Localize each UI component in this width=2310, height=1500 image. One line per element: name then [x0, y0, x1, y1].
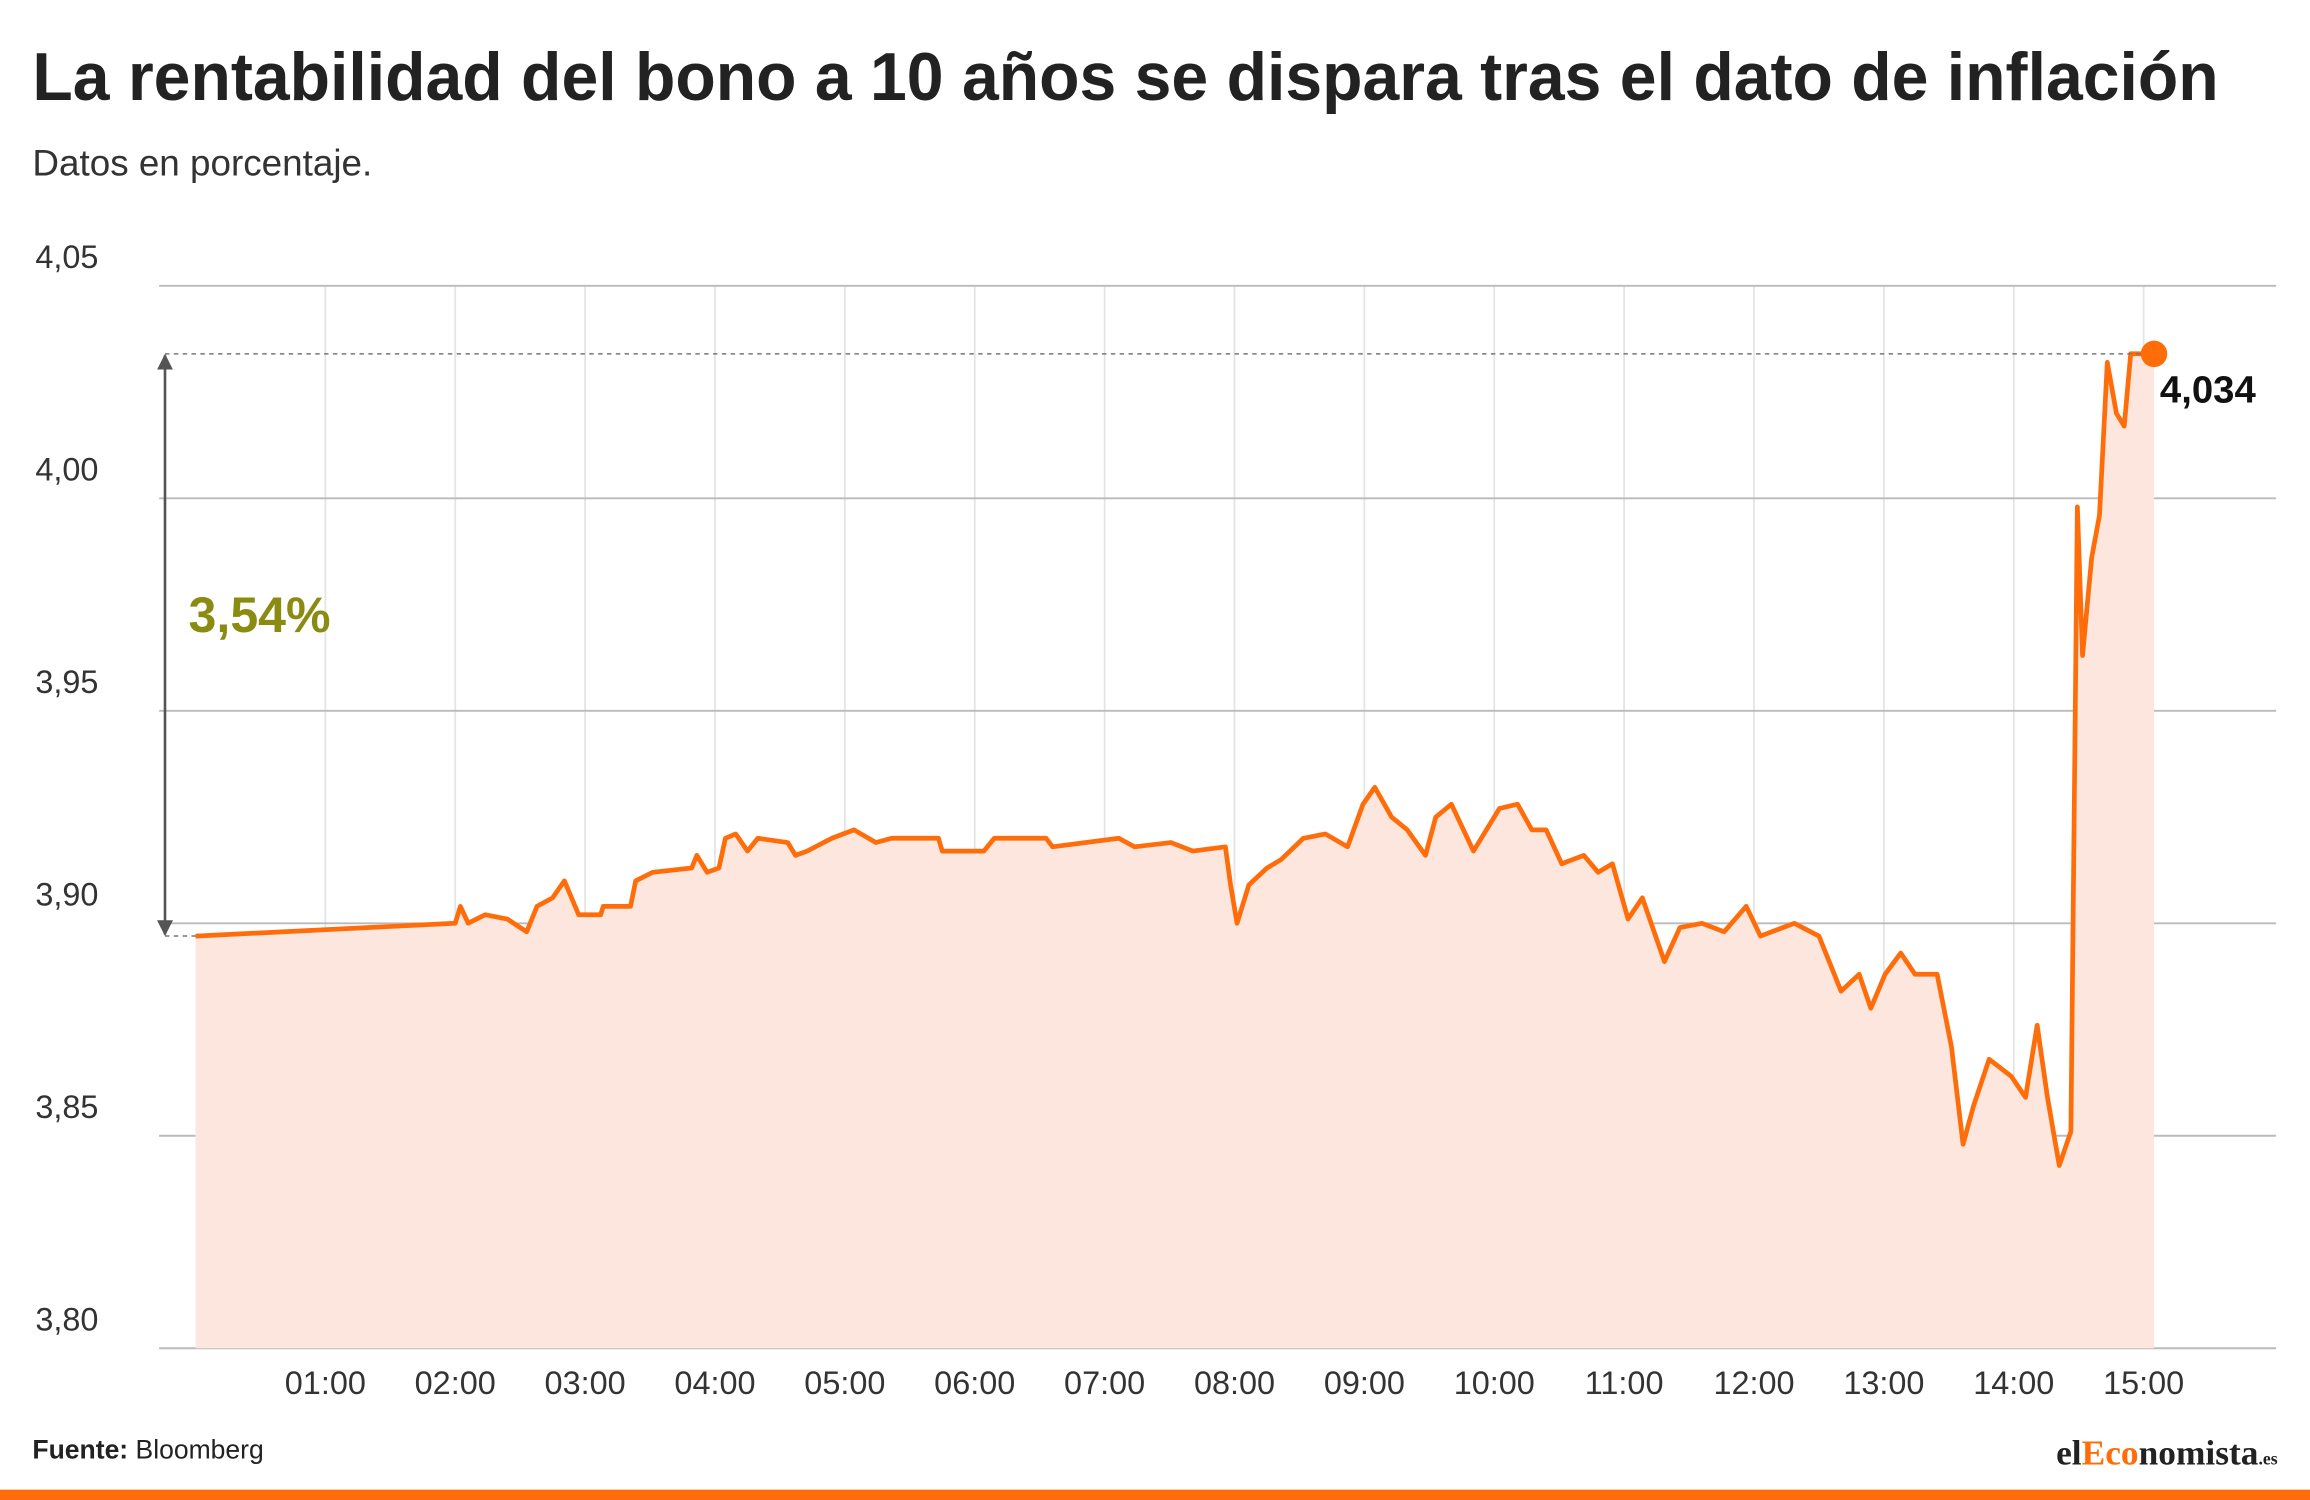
x-tick-label: 07:00 — [1064, 1365, 1145, 1401]
x-tick-label: 03:00 — [545, 1365, 626, 1401]
value-label: 4,034 — [2160, 368, 2257, 411]
source-label: Fuente: — [32, 1435, 128, 1465]
y-tick-label: 3,85 — [35, 1089, 98, 1125]
y-tick-label: 3,90 — [35, 877, 98, 913]
annotation: 3,54% — [189, 587, 331, 643]
end-point — [2140, 340, 2168, 368]
x-tick-label: 02:00 — [415, 1365, 496, 1401]
x-tick-label: 08:00 — [1194, 1365, 1275, 1401]
chart-title: La rentabilidad del bono a 10 años se di… — [32, 40, 2218, 115]
x-tick-label: 10:00 — [1454, 1365, 1535, 1401]
x-tick-label: 09:00 — [1324, 1365, 1405, 1401]
logo: elEconomista.es — [2056, 1433, 2278, 1473]
footer-bar — [0, 1489, 2310, 1500]
x-tick-label: 01:00 — [285, 1365, 366, 1401]
line — [195, 351, 2154, 1168]
y-tick-label: 3,80 — [35, 1302, 98, 1338]
x-tick-label: 04:00 — [674, 1365, 755, 1401]
y-tick-label: 4,00 — [35, 452, 98, 488]
x-tick-label: 15:00 — [2103, 1365, 2184, 1401]
logo-part: el — [2056, 1433, 2082, 1473]
area — [195, 353, 2155, 1349]
x-tick-label: 11:00 — [1585, 1365, 1664, 1401]
x-tick-label: 06:00 — [934, 1365, 1015, 1401]
y-tick-label: 3,95 — [35, 664, 98, 700]
y-tick-label: 4,05 — [35, 239, 98, 275]
logo-part: .es — [2258, 1449, 2277, 1469]
x-tick-label: 14:00 — [1973, 1365, 2054, 1401]
x-tick-label: 05:00 — [804, 1365, 885, 1401]
source-name: Bloomberg — [136, 1435, 264, 1465]
x-tick-label: 13:00 — [1843, 1365, 1924, 1401]
logo-part: Eco — [2082, 1433, 2139, 1473]
x-tick-label: 12:00 — [1713, 1365, 1794, 1401]
logo-part: nomista — [2139, 1433, 2259, 1473]
source: Fuente: Bloomberg — [32, 1435, 263, 1465]
chart-subtitle: Datos en porcentaje. — [32, 142, 372, 183]
